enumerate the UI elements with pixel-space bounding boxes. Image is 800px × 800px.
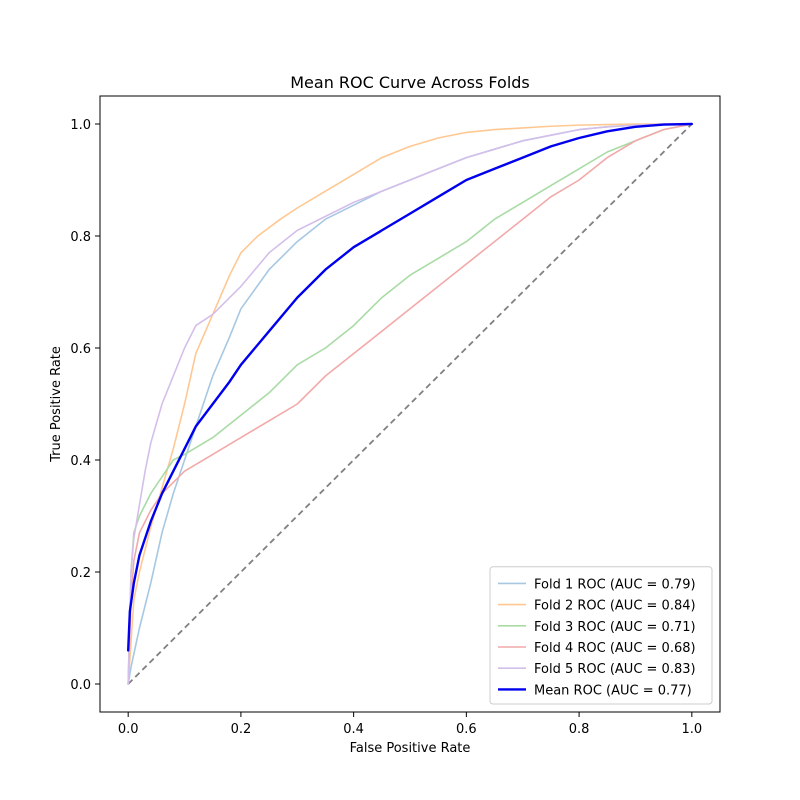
- x-axis-label: False Positive Rate: [350, 741, 471, 756]
- y-tick-label: 0.8: [70, 230, 91, 245]
- chance-line: [127, 123, 693, 685]
- legend-box: [489, 566, 713, 705]
- y-tick-label: 0.4: [70, 454, 91, 469]
- x-axis: 0.0 0.2 0.4 0.6 0.8 1.0: [118, 712, 702, 737]
- legend: Fold 1 ROC (AUC = 0.79) Fold 2 ROC (AUC =…: [489, 566, 713, 705]
- x-tick-label: 0.0: [118, 722, 139, 737]
- legend-label: Fold 1 ROC (AUC = 0.79): [534, 577, 696, 592]
- fold-4-roc-line: [127, 123, 693, 685]
- y-tick-label: 0.0: [70, 678, 91, 693]
- x-tick-label: 0.2: [231, 722, 252, 737]
- mean-roc-line: [126, 122, 694, 652]
- y-tick-label: 0.6: [70, 342, 91, 357]
- legend-label: Fold 4 ROC (AUC = 0.68): [534, 641, 696, 656]
- axes-frame: [99, 95, 721, 713]
- x-tick-label: 0.6: [456, 722, 477, 737]
- plot-area: [99, 95, 721, 713]
- y-axis-label: True Positive Rate: [49, 346, 64, 463]
- x-tick-label: 0.8: [569, 722, 590, 737]
- y-axis: 0.0 0.2 0.4 0.6 0.8 1.0: [70, 118, 100, 693]
- legend-label: Mean ROC (AUC = 0.77): [534, 683, 692, 698]
- chart-title: Mean ROC Curve Across Folds: [290, 73, 530, 92]
- y-tick-label: 0.2: [70, 566, 91, 581]
- legend-label: Fold 5 ROC (AUC = 0.83): [534, 662, 696, 677]
- fold-5-roc-line: [127, 123, 693, 685]
- x-tick-label: 1.0: [681, 722, 702, 737]
- y-tick-label: 1.0: [70, 118, 91, 133]
- legend-label: Fold 3 ROC (AUC = 0.71): [534, 620, 696, 635]
- legend-label: Fold 2 ROC (AUC = 0.84): [534, 599, 696, 614]
- fold-3-roc-line: [127, 123, 693, 685]
- x-tick-label: 0.4: [343, 722, 364, 737]
